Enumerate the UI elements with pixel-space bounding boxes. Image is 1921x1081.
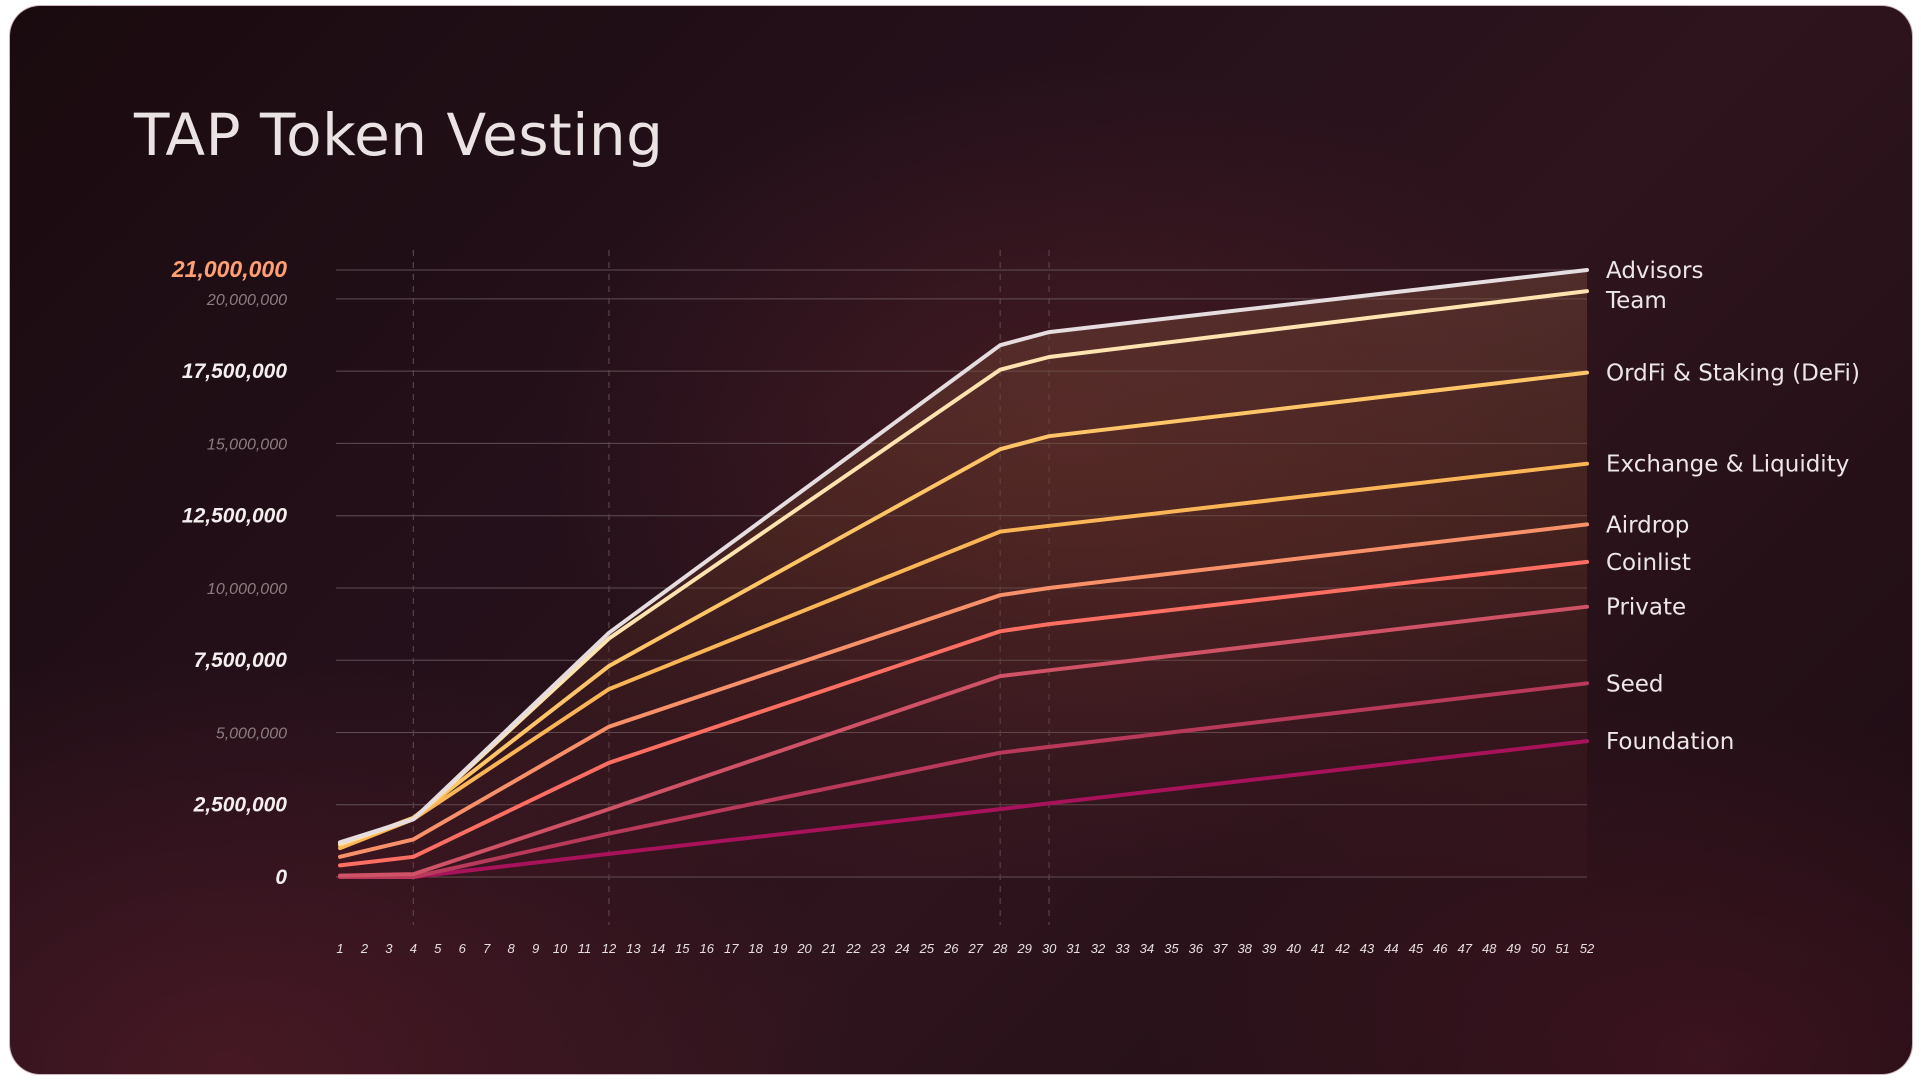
x-tick-label: 12 [602, 941, 617, 956]
x-tick-label: 4 [410, 941, 417, 956]
x-tick-label: 1 [336, 941, 343, 956]
x-tick-label: 7 [483, 941, 491, 956]
y-tick-label: 12,500,000 [182, 505, 287, 528]
x-tick-label: 5 [434, 941, 442, 956]
series-line-coinlist [338, 559, 1589, 868]
x-tick-label: 24 [894, 941, 909, 956]
x-tick-label: 45 [1409, 941, 1424, 956]
x-tick-label: 8 [508, 941, 516, 956]
x-tick-label: 15 [675, 941, 690, 956]
x-tick-label: 38 [1237, 941, 1252, 956]
x-tick-label: 44 [1384, 941, 1398, 956]
x-tick-label: 14 [651, 941, 665, 956]
y-tick-label: 17,500,000 [182, 360, 287, 383]
x-tick-label: 28 [992, 941, 1008, 956]
series-line-airdrop [338, 522, 1589, 859]
series-label-team: Team [1605, 288, 1667, 314]
x-tick-label: 29 [1016, 941, 1031, 956]
x-tick-label: 30 [1042, 941, 1057, 956]
x-tick-label: 51 [1555, 941, 1569, 956]
y-tick-label: 21,000,000 [171, 256, 287, 282]
x-tick-label: 13 [626, 941, 641, 956]
x-tick-label: 18 [748, 941, 763, 956]
x-tick-label: 48 [1482, 941, 1497, 956]
x-tick-label: 16 [700, 941, 715, 956]
x-tick-label: 34 [1140, 941, 1154, 956]
x-tick-label: 46 [1433, 941, 1448, 956]
y-tick-label: 15,000,000 [207, 436, 287, 453]
x-tick-label: 6 [459, 941, 467, 956]
x-axis-tick-labels: 1 2 3 4 5 6 7 8 9 10 11 12 13 14 15 16 17 18 19 20 21 22 23 24 2… [336, 941, 1595, 956]
x-tick-label: 27 [967, 941, 983, 956]
y-tick-label: 0 [275, 866, 287, 889]
series-label-advisors: Advisors [1606, 258, 1703, 284]
series-label-ordfi-and-staking-defi: OrdFi & Staking (DeFi) [1606, 361, 1860, 387]
stacked-area-fill [340, 270, 1587, 877]
x-tick-label: 23 [870, 941, 886, 956]
y-tick-label: 20,000,000 [206, 292, 287, 309]
series-lines [338, 268, 1589, 879]
chart-title: TAP Token Vesting [134, 101, 664, 169]
x-tick-label: 50 [1531, 941, 1546, 956]
x-tick-label: 41 [1311, 941, 1325, 956]
x-tick-label: 35 [1164, 941, 1179, 956]
series-line-seed [338, 681, 1589, 879]
x-tick-label: 2 [360, 941, 369, 956]
x-tick-label: 22 [845, 941, 861, 956]
x-tick-label: 26 [943, 941, 959, 956]
x-tick-label: 3 [385, 941, 393, 956]
series-line-advisors [338, 268, 1589, 845]
x-tick-label: 40 [1286, 941, 1301, 956]
x-tick-label: 17 [724, 941, 739, 956]
series-label-seed: Seed [1606, 671, 1664, 697]
y-tick-label: 5,000,000 [216, 725, 287, 742]
x-tick-label: 19 [773, 941, 787, 956]
x-tick-label: 36 [1189, 941, 1204, 956]
x-tick-label: 21 [821, 941, 836, 956]
x-tick-label: 49 [1506, 941, 1520, 956]
x-tick-label: 47 [1458, 941, 1473, 956]
x-tick-label: 52 [1580, 941, 1595, 956]
x-tick-label: 42 [1335, 941, 1350, 956]
x-tick-label: 37 [1213, 941, 1228, 956]
vesting-area-fill [340, 270, 1587, 877]
series-label-foundation: Foundation [1606, 729, 1734, 755]
x-tick-label: 31 [1066, 941, 1080, 956]
x-tick-label: 32 [1091, 941, 1106, 956]
y-tick-label: 10,000,000 [207, 581, 287, 598]
x-tick-label: 25 [919, 941, 935, 956]
x-tick-label: 20 [796, 941, 812, 956]
y-tick-label: 7,500,000 [194, 649, 288, 672]
y-tick-label: 2,500,000 [193, 794, 288, 817]
series-label-private: Private [1606, 595, 1686, 621]
series-end-labels: Advisors Team OrdFi & Staking (DeFi) Exchan… [1605, 258, 1860, 755]
x-tick-label: 10 [553, 941, 568, 956]
x-tick-label: 11 [578, 941, 592, 956]
x-tick-label: 9 [532, 941, 539, 956]
series-label-coinlist: Coinlist [1606, 550, 1691, 576]
series-line-private [338, 604, 1589, 878]
x-tick-label: 43 [1360, 941, 1375, 956]
x-tick-label: 39 [1262, 941, 1276, 956]
x-tick-label: 33 [1115, 941, 1130, 956]
y-axis-tick-labels: 21,000,000 20,000,000 17,500,000 15,000,000… [171, 256, 287, 889]
series-label-airdrop: Airdrop [1606, 512, 1689, 538]
series-label-exchange-and-liquidity: Exchange & Liquidity [1606, 452, 1849, 478]
